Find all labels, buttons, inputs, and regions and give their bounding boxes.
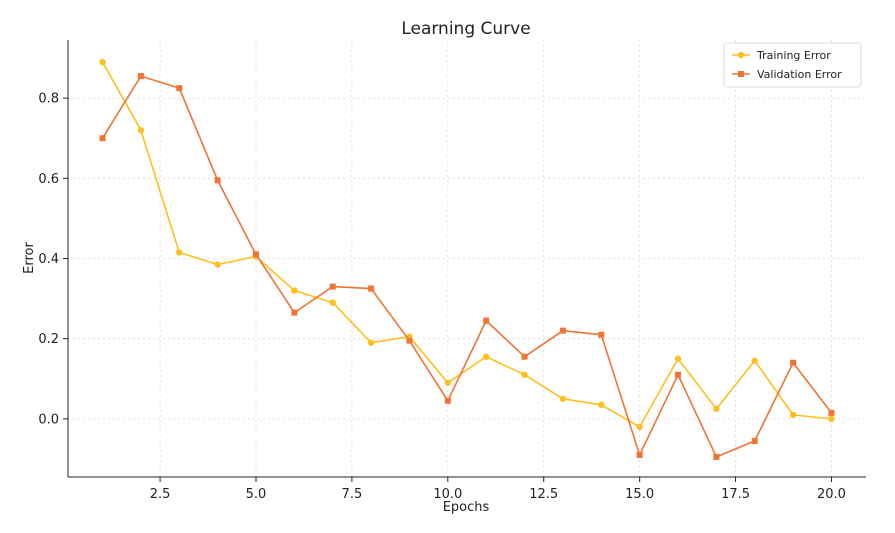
training-error-point xyxy=(367,339,375,346)
chart-title: Learning Curve xyxy=(401,19,530,39)
x-tick-label: 12.5 xyxy=(529,487,558,502)
legend-label-training-error: Training Error xyxy=(756,49,831,62)
training-error-point xyxy=(137,127,145,134)
training-error-point xyxy=(751,357,758,364)
validation-error-point xyxy=(598,331,605,338)
validation-error-point xyxy=(713,453,720,460)
training-error-point xyxy=(176,249,183,256)
validation-error-point xyxy=(521,353,528,360)
validation-error-point xyxy=(368,285,375,292)
training-error-point xyxy=(598,401,605,409)
x-tick-label: 17.5 xyxy=(721,487,750,502)
series-layer xyxy=(99,58,835,460)
validation-error-point xyxy=(137,73,144,80)
axis-layer: 2.5 5.0 7.5 10.0 12.5 15.0 17.5 20.0 0.0 0.2 0.4 0.… xyxy=(38,40,866,502)
legend-frame xyxy=(723,42,862,88)
validation-error-point xyxy=(636,451,643,458)
training-error-point xyxy=(713,405,720,413)
training-error-point xyxy=(828,415,835,423)
legend-label-validation-error: Validation Error xyxy=(757,68,842,81)
y-tick-label: 0.8 xyxy=(38,92,59,107)
validation-error-point xyxy=(291,309,298,316)
training-error-line xyxy=(101,61,832,428)
training-error-point xyxy=(99,58,106,66)
x-tick-label: 20.0 xyxy=(817,487,846,502)
y-tick-label: 0.6 xyxy=(38,172,59,187)
y-tick-label: 0.4 xyxy=(38,252,59,267)
x-axis-label: Epochs xyxy=(443,500,490,515)
validation-error-point xyxy=(176,85,183,92)
y-tick-label: 0.0 xyxy=(38,412,59,427)
validation-error-point xyxy=(329,283,336,290)
validation-error-point xyxy=(828,409,835,416)
validation-error-line xyxy=(101,75,833,458)
validation-error-point xyxy=(790,359,797,366)
validation-error-point xyxy=(751,437,758,444)
x-tick-label: 10.0 xyxy=(433,487,462,502)
x-tick-label: 15.0 xyxy=(625,487,654,502)
training-error-point xyxy=(444,379,452,386)
y-tick-label: 0.2 xyxy=(38,332,59,347)
training-error-point xyxy=(329,299,336,306)
legend-marker-training-error xyxy=(737,51,745,59)
validation-error-point xyxy=(444,397,451,404)
validation-error-point xyxy=(406,337,413,344)
training-error-point xyxy=(636,423,643,431)
x-tick-label: 7.5 xyxy=(342,487,363,502)
training-error-point xyxy=(521,371,528,378)
training-error-point xyxy=(789,411,797,419)
validation-error-point xyxy=(252,251,259,258)
validation-error-point xyxy=(483,317,490,324)
legend: Training Error Validation Error xyxy=(723,42,862,88)
training-error-point xyxy=(214,261,221,268)
grid-layer xyxy=(68,40,866,477)
validation-error-point xyxy=(214,177,221,184)
x-tick-label: 5.0 xyxy=(246,487,267,502)
validation-error-point xyxy=(675,371,682,378)
validation-error-point xyxy=(559,327,566,334)
training-error-point xyxy=(291,287,298,294)
validation-error-point xyxy=(99,135,106,142)
x-tick-label: 2.5 xyxy=(150,487,171,502)
legend-marker-validation-error xyxy=(738,71,744,77)
training-error-point xyxy=(559,395,567,403)
training-error-point xyxy=(674,355,682,362)
y-axis-label: Error xyxy=(22,242,37,274)
training-error-point xyxy=(482,353,490,360)
